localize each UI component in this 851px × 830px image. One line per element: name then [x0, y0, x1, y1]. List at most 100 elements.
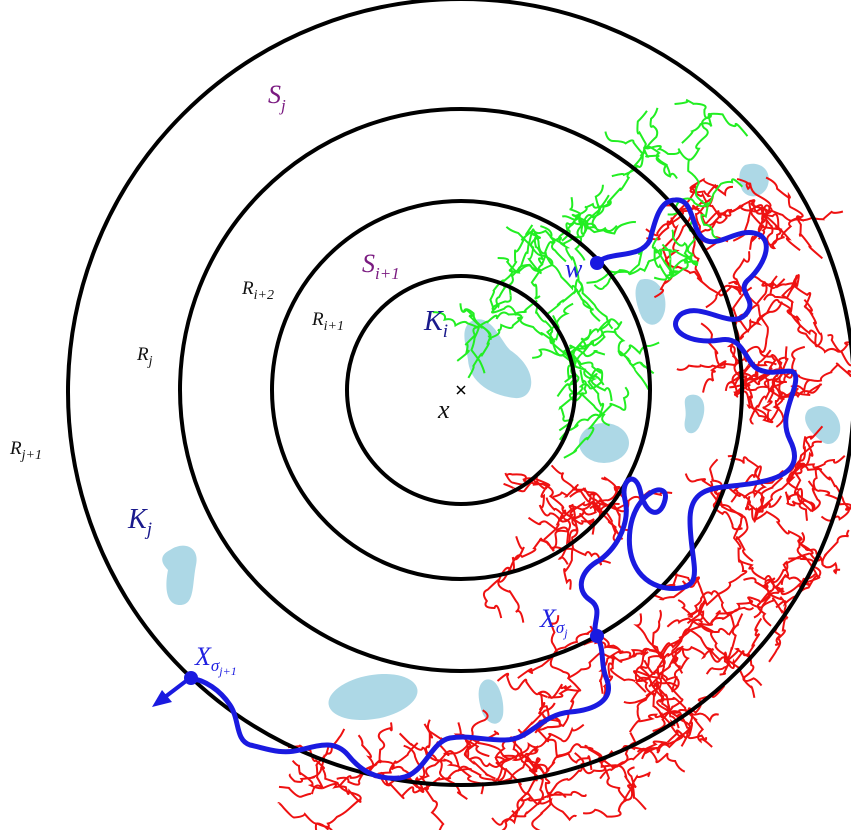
tree-branch [646, 210, 682, 241]
label: x [437, 395, 450, 424]
tree-branch [436, 758, 472, 772]
tree-branch [468, 756, 513, 768]
tree-branch [671, 628, 691, 668]
tree-branch [616, 764, 647, 811]
label: Sj [268, 80, 286, 115]
tree-branch [821, 529, 850, 566]
random-trees [277, 98, 851, 830]
tree-branch [763, 274, 799, 301]
tree-branch [574, 215, 586, 261]
tree-branch [322, 782, 362, 803]
tree-branch [801, 425, 824, 468]
tree-branch [772, 385, 785, 428]
label-sub: j [279, 96, 286, 115]
tree-branch [599, 758, 628, 801]
tree-branch [315, 798, 362, 828]
tree-branch [598, 650, 622, 694]
tree-branch [525, 754, 559, 773]
tree-branch [770, 552, 810, 584]
tree-branch [757, 304, 769, 353]
label-main: X [539, 604, 557, 633]
tree-branch [497, 536, 525, 583]
tree-branch [291, 759, 323, 790]
tree-branch [666, 617, 714, 628]
tree-branch [459, 303, 492, 338]
tree-branch [489, 269, 514, 311]
tree-branch [538, 485, 561, 521]
tree-branch [563, 413, 602, 459]
tree-branch [748, 199, 783, 231]
tree-branch [557, 220, 597, 241]
label-main: R [241, 278, 254, 299]
blob [464, 319, 532, 399]
tree-branch [552, 484, 586, 498]
tree-branch [612, 648, 651, 663]
tree-branch [436, 759, 468, 800]
tree-branch [807, 480, 851, 510]
label-sub: σ [211, 656, 220, 675]
tree-branch [827, 333, 851, 378]
tree-branch [576, 280, 601, 323]
tree-branch [728, 280, 759, 306]
tree-branch [747, 298, 792, 332]
tree-branch [626, 771, 651, 801]
tree-branch [635, 670, 679, 688]
tree-branch [692, 236, 703, 282]
tree-branch [792, 275, 814, 316]
tree-branch [597, 386, 630, 419]
label-sub: i [443, 321, 448, 342]
blob [635, 279, 666, 325]
tree-branch [780, 383, 822, 399]
tree-branch [645, 107, 659, 150]
tree-branch [786, 493, 816, 513]
tree-branch [678, 708, 720, 723]
tree-branch [643, 659, 678, 693]
tree-branch [551, 264, 593, 311]
tree-branch [687, 625, 730, 636]
tree-branch [745, 378, 787, 392]
tree-branch [687, 158, 708, 206]
label: Kj [127, 504, 152, 540]
blob [162, 545, 197, 605]
tree-branch [733, 517, 743, 563]
tree-branch [677, 599, 712, 625]
tree-branch [738, 559, 773, 582]
tree-branch [742, 465, 768, 499]
circle [66, 0, 851, 787]
tree-branch [491, 274, 514, 311]
tree-branch [645, 145, 678, 180]
tree-branch [769, 273, 800, 296]
tree-branch [702, 360, 727, 393]
label-main: S [268, 80, 281, 109]
tree-branch [774, 345, 806, 388]
label: Xσj+1 [194, 642, 237, 678]
label-sub: j [147, 354, 153, 369]
tree-branch [574, 199, 611, 218]
tree-branch [609, 655, 647, 693]
tree-branch [424, 765, 471, 790]
circle [178, 107, 744, 673]
tree-branch [278, 784, 324, 798]
tree-branch [705, 199, 756, 225]
label-sub: j+1 [20, 448, 42, 463]
tree-branch [497, 580, 525, 623]
tree-branch [557, 529, 571, 565]
blob [684, 394, 705, 434]
point-x-sigma-j [590, 629, 604, 643]
tree-branch [660, 695, 681, 715]
tree-branch [709, 112, 749, 137]
tree-branch [491, 798, 522, 826]
tree-branch [456, 326, 478, 362]
tree-branch [618, 351, 650, 390]
tree-branch [649, 648, 674, 692]
label-main: X [194, 642, 212, 671]
tree-branch [686, 710, 713, 748]
tree-branch [745, 495, 756, 522]
tree-branch [623, 681, 659, 704]
tree-branch [315, 744, 333, 789]
tree-branch [512, 735, 537, 774]
tree-branch [537, 683, 572, 699]
tree-branch [552, 627, 597, 656]
tree-branch [316, 822, 333, 830]
